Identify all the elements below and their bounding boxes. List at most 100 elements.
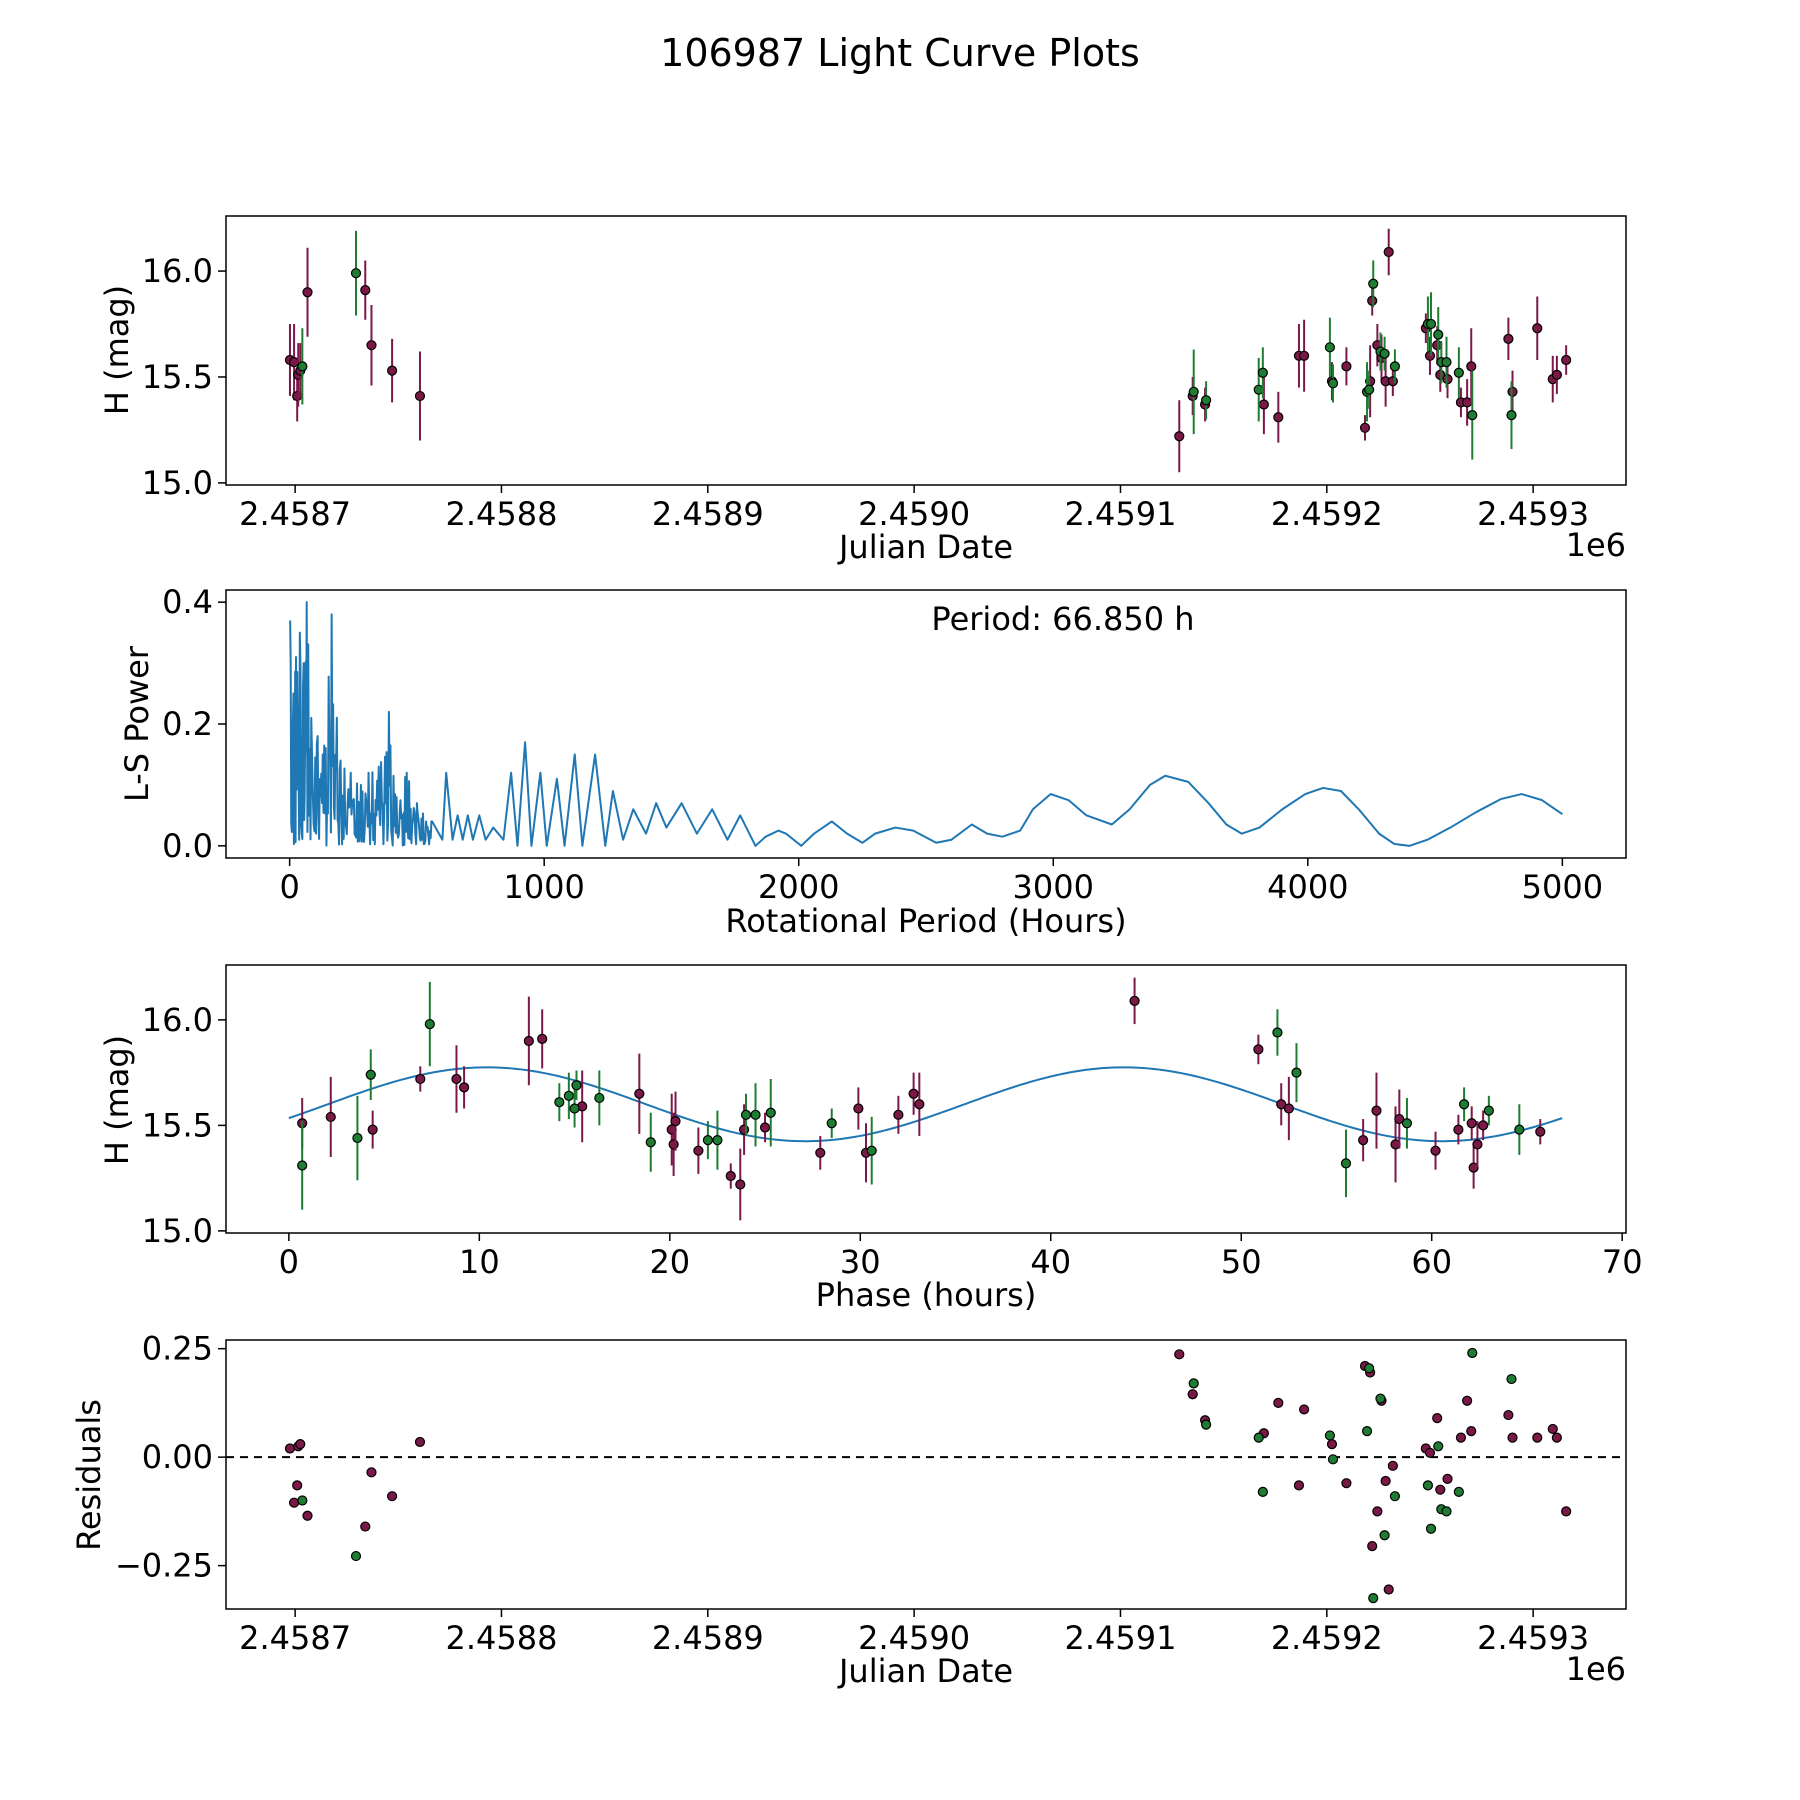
x-tick-label: 2.4590	[858, 1619, 970, 1657]
data-point-g	[1389, 361, 1401, 372]
data-point-r	[1507, 386, 1518, 397]
x-tick-label: 2.4588	[445, 1619, 557, 1657]
data-point-r	[1341, 361, 1352, 372]
data-point-g	[569, 1103, 580, 1114]
fit-curve	[288, 1066, 1563, 1143]
data-point-r	[366, 340, 377, 351]
data-point-r	[1273, 1397, 1284, 1409]
data-point-g	[1291, 1067, 1302, 1078]
x-tick-label: 2.4592	[1271, 1619, 1383, 1657]
raw-light-curve-marks	[284, 228, 1572, 473]
phased-light-curve-y-label: H (mag)	[98, 1035, 136, 1165]
data-point-r	[1258, 399, 1269, 410]
data-point-r	[693, 1145, 704, 1156]
data-point-r	[735, 1179, 746, 1190]
data-point-r	[1424, 1447, 1436, 1458]
data-point-g	[1375, 1393, 1386, 1404]
data-point-g	[352, 1132, 363, 1144]
data-point-g	[765, 1107, 776, 1118]
data-point-g	[702, 1135, 714, 1146]
residuals-panel: 2.4587 2.4588 2.4589 2.4590 2.4591 2.4592 2.45…	[70, 1330, 1627, 1690]
data-point-r	[292, 1480, 303, 1491]
data-point-r	[1383, 246, 1394, 258]
data-point-r	[1535, 1126, 1546, 1137]
data-point-g	[1327, 378, 1339, 389]
raw-light-curve-x-offset: 1e6	[1566, 526, 1626, 564]
data-point-r	[1466, 1118, 1477, 1129]
x-tick-label: 2.4593	[1477, 1619, 1589, 1657]
data-point-r	[1129, 995, 1140, 1006]
residuals-y-label: Residuals	[70, 1399, 108, 1551]
data-point-g	[645, 1137, 656, 1148]
data-point-g	[1453, 1486, 1464, 1497]
y-tick-label: 16.0	[142, 252, 213, 290]
data-point-g	[563, 1090, 574, 1101]
x-tick-label: 10	[459, 1243, 500, 1281]
data-point-r	[1326, 1439, 1338, 1450]
data-point-g	[1379, 1530, 1390, 1541]
data-point-r	[1387, 1460, 1398, 1471]
data-point-g	[365, 1069, 376, 1080]
data-point-g	[571, 1080, 582, 1091]
phased-light-curve-axes-frame	[225, 964, 1627, 1234]
x-tick-label: 2.4593	[1477, 495, 1589, 533]
data-point-r	[1442, 1473, 1453, 1484]
x-tick-label: 2.4589	[652, 1619, 764, 1657]
data-point-r	[1466, 1426, 1477, 1437]
data-point-r	[1561, 1506, 1572, 1517]
data-point-r	[1478, 1120, 1489, 1131]
data-point-g	[1433, 1441, 1444, 1452]
data-point-r	[1551, 369, 1562, 380]
periodogram-ticks: 0 1000 2000 3000 4000 5000 0.0 0.2 0.4	[162, 583, 1603, 906]
data-point-g	[1425, 1523, 1437, 1534]
data-point-g	[1257, 367, 1268, 378]
data-point-g	[1253, 1432, 1264, 1443]
data-point-r	[1299, 1404, 1310, 1415]
data-point-r	[360, 1521, 371, 1532]
periodogram-marks	[289, 601, 1563, 847]
y-tick-label: 0.25	[142, 1330, 213, 1368]
data-point-g	[424, 1018, 435, 1030]
data-point-r	[387, 365, 398, 376]
data-point-r	[284, 1443, 296, 1454]
data-point-g	[1483, 1105, 1494, 1116]
data-point-g	[1514, 1124, 1525, 1135]
data-point-r	[670, 1116, 681, 1127]
data-point-r	[537, 1033, 548, 1044]
x-tick-label: 40	[1030, 1243, 1071, 1281]
data-point-g	[1379, 348, 1390, 359]
data-point-r	[1341, 1478, 1352, 1489]
data-point-g	[1441, 1506, 1452, 1517]
y-tick-label: −0.25	[115, 1547, 213, 1585]
data-point-r	[414, 390, 426, 402]
data-point-r	[908, 1088, 919, 1099]
x-tick-label: 0	[279, 868, 299, 906]
data-point-g	[1327, 1454, 1339, 1465]
data-point-g	[554, 1097, 565, 1108]
data-point-r	[1383, 1584, 1394, 1595]
data-point-r	[1532, 323, 1543, 334]
data-point-r	[1503, 1409, 1514, 1421]
x-tick-label: 50	[1221, 1243, 1262, 1281]
raw-light-curve-ticks: 2.4587 2.4588 2.4589 2.4590 2.4591 2.4592 2.45…	[142, 252, 1589, 533]
data-point-r	[1174, 431, 1185, 442]
x-tick-label: 5000	[1522, 868, 1603, 906]
data-point-r	[759, 1122, 771, 1133]
data-point-g	[1441, 357, 1452, 368]
data-point-r	[1430, 1145, 1441, 1156]
data-point-g	[1433, 329, 1444, 340]
data-point-r	[302, 1510, 313, 1521]
phased-light-curve-panel: 0 10 20 30 40 50 60 70 15.0 15.5 16.0 Phase (hours…	[98, 964, 1643, 1314]
data-point-r	[387, 1491, 398, 1502]
data-point-r	[1276, 1099, 1287, 1110]
data-point-g	[1257, 1486, 1268, 1497]
data-point-r	[458, 1082, 470, 1093]
x-tick-label: 2.4589	[652, 495, 764, 533]
period-annotation: Period: 66.850 h	[931, 600, 1194, 638]
residuals-marks	[226, 1347, 1626, 1604]
x-tick-label: 2.4592	[1271, 495, 1383, 533]
x-tick-label: 4000	[1267, 868, 1348, 906]
data-point-r	[815, 1147, 826, 1158]
data-point-g	[1506, 1373, 1517, 1385]
data-point-r	[1371, 1105, 1382, 1116]
